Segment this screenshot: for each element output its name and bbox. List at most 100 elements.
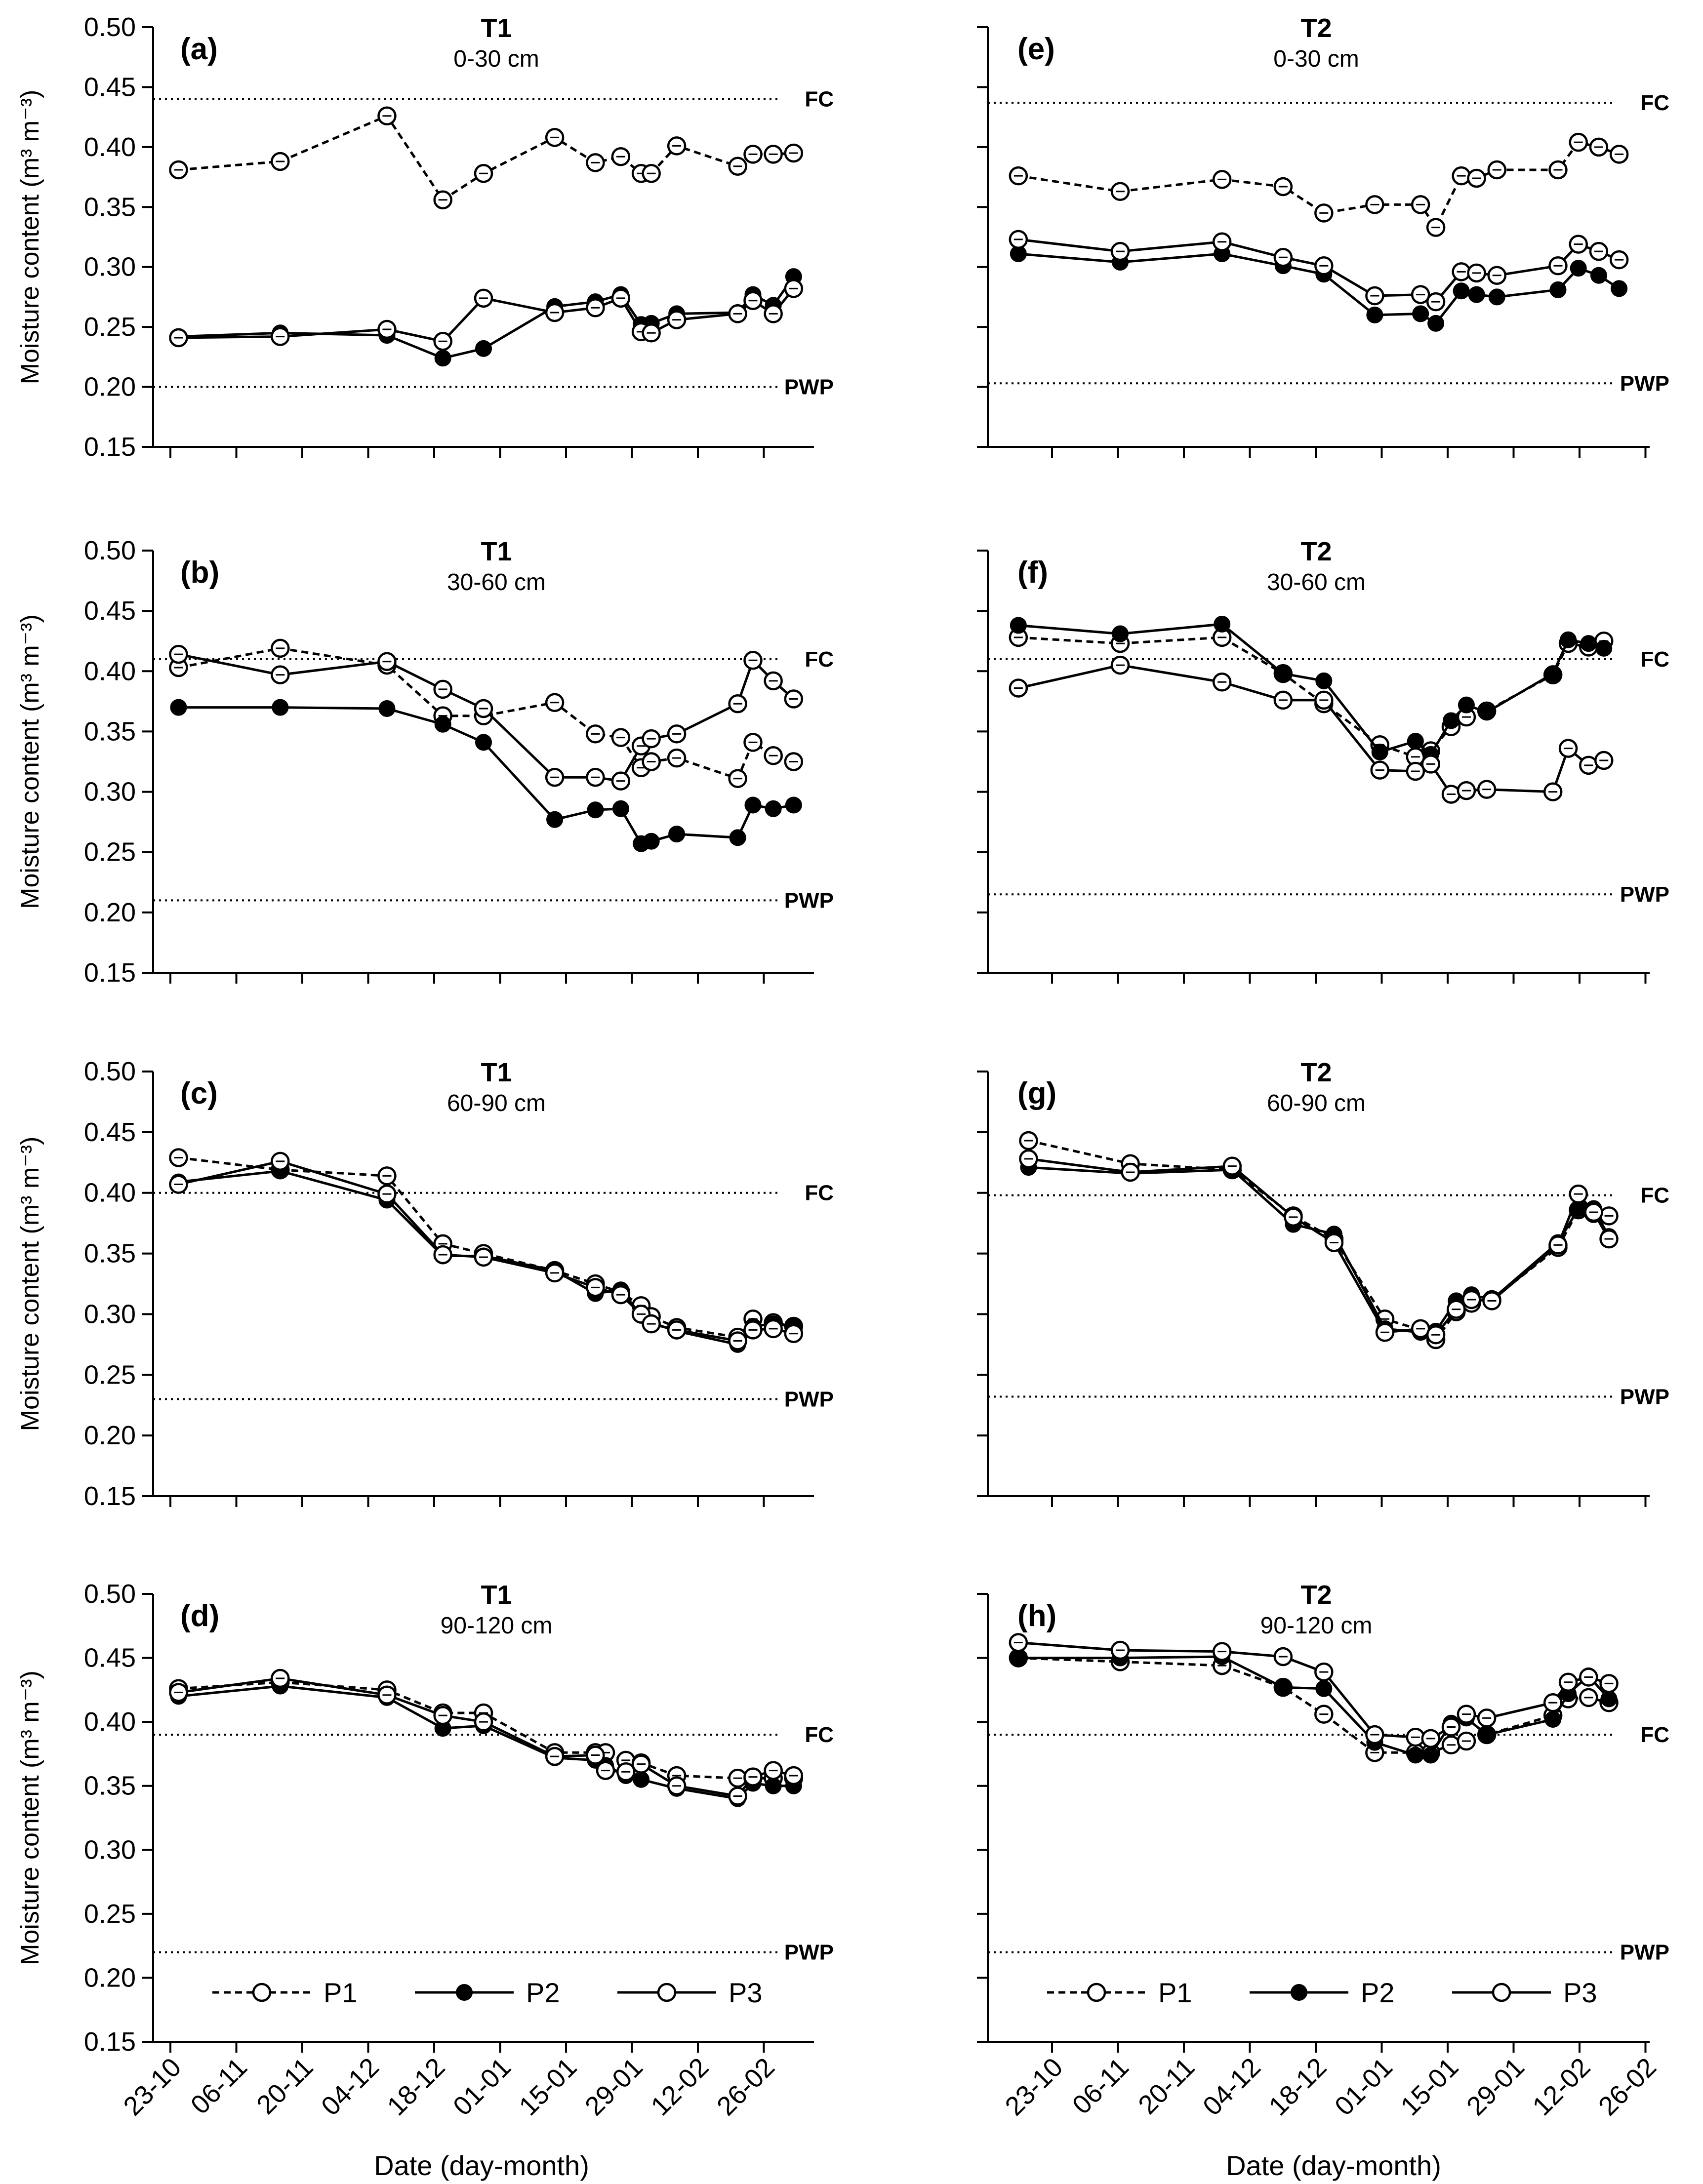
point-p2: [434, 350, 451, 367]
legend-label-p3: P3: [1563, 1977, 1597, 2008]
point-p2: [1570, 260, 1587, 277]
point-p2: [1458, 696, 1475, 714]
fc-label: FC: [1640, 647, 1669, 672]
point-p2: [643, 833, 660, 850]
y-tick-label: 0.45: [84, 1117, 136, 1147]
point-p2: [1478, 1726, 1496, 1744]
panel-g: FC PWP (g) T2 60-90 cm: [977, 1058, 1669, 1507]
point-p2: [785, 796, 802, 814]
panel-f: FC PWP (f) T2 30-60 cm: [977, 537, 1669, 984]
y-tick-label: 0.35: [84, 716, 136, 746]
point-p2: [1274, 665, 1292, 682]
pwp-label: PWP: [784, 888, 834, 913]
point-p2: [170, 699, 187, 716]
point-p2: [1010, 1649, 1027, 1667]
point-p2: [1600, 1690, 1618, 1707]
point-p2: [1274, 1679, 1292, 1696]
y-tick-label: 0.35: [84, 192, 136, 222]
point-p2: [729, 829, 746, 846]
fc-label: FC: [1640, 91, 1669, 115]
y-tick-label: 0.40: [84, 132, 136, 162]
panel-title: T2: [1300, 13, 1332, 43]
point-p2: [1315, 1680, 1333, 1697]
fc-label: FC: [1640, 1723, 1669, 1747]
pwp-label: PWP: [1620, 1941, 1669, 1965]
y-tick-label: 0.40: [84, 656, 136, 686]
panel-title: T2: [1300, 1580, 1332, 1610]
panel-subtitle: 0-30 cm: [453, 46, 539, 72]
y-tick-label: 0.20: [84, 1963, 136, 1992]
y-tick-label: 0.25: [84, 312, 136, 342]
point-p2: [378, 700, 396, 717]
legend-label-p2: P2: [1361, 1977, 1395, 2008]
panel-label: (g): [1017, 1076, 1056, 1111]
point-p2: [1112, 625, 1129, 642]
panel-subtitle: 90-120 cm: [441, 1613, 553, 1639]
panel-subtitle: 30-60 cm: [447, 569, 546, 596]
y-axis-label: Moisture content (m³ m⁻³): [16, 90, 44, 385]
legend-marker-p1: [1087, 1983, 1106, 2002]
y-tick-label: 0.30: [84, 777, 136, 807]
panel-subtitle: 60-90 cm: [1267, 1090, 1366, 1116]
legend-label-p2: P2: [526, 1977, 560, 2008]
point-p2: [475, 340, 492, 357]
y-tick-label: 0.15: [84, 432, 136, 462]
fc-label: FC: [1640, 1184, 1669, 1208]
y-tick-label: 0.25: [84, 837, 136, 867]
point-p2: [1595, 639, 1613, 657]
pwp-label: PWP: [784, 1387, 834, 1411]
legend-label-p1: P1: [1158, 1977, 1192, 2008]
point-p2: [1488, 288, 1505, 306]
point-p2: [1422, 1747, 1439, 1764]
panel-subtitle: 30-60 cm: [1267, 569, 1366, 596]
y-axis-label: Moisture content (m³ m⁻³): [16, 1670, 44, 1965]
panel-c: 0.15 0.20 0.25 0.30 0.35 0.40 0.45 0.50 FC PWP (c)…: [16, 1057, 834, 1511]
point-p2: [1544, 1710, 1562, 1728]
x-axis-label-right: Date (day-month): [1226, 2150, 1441, 2181]
y-tick-label: 0.45: [84, 72, 136, 102]
y-tick-label: 0.35: [84, 1771, 136, 1801]
y-tick-label: 0.35: [84, 1239, 136, 1269]
y-tick-label: 0.30: [84, 252, 136, 282]
point-p2: [1010, 617, 1027, 634]
point-p2: [765, 1777, 782, 1794]
legend-marker-p2: [456, 1984, 473, 2001]
y-tick-label: 0.25: [84, 1360, 136, 1390]
panel-label: (c): [180, 1076, 218, 1111]
pwp-label: PWP: [1620, 882, 1669, 907]
panel-title: T1: [481, 13, 512, 43]
legend-marker-p2: [1291, 1984, 1307, 2001]
legend-label-p1: P1: [324, 1977, 358, 2008]
series-line-p1: [178, 647, 794, 780]
point-p2: [1453, 282, 1470, 300]
y-tick-label: 0.50: [84, 12, 136, 42]
fc-label: FC: [805, 1181, 834, 1205]
panel-b: 0.15 0.20 0.25 0.30 0.35 0.40 0.45 0.50 FC PWP (b)…: [16, 536, 834, 988]
point-p2: [1214, 616, 1231, 633]
legend-marker-p3: [1492, 1983, 1511, 2002]
panel-title: T1: [481, 1058, 512, 1087]
point-p2: [633, 1771, 650, 1788]
y-tick-label: 0.30: [84, 1835, 136, 1865]
legend-marker-p1: [252, 1983, 272, 2002]
fc-label: FC: [805, 1723, 834, 1747]
point-p2: [765, 800, 782, 817]
point-p2: [1407, 1747, 1424, 1764]
panel-title: T2: [1300, 1058, 1332, 1087]
point-p2: [1611, 280, 1628, 297]
panel-title: T2: [1300, 537, 1332, 566]
pwp-label: PWP: [784, 1941, 834, 1965]
y-tick-label: 0.40: [84, 1178, 136, 1208]
y-tick-label: 0.50: [84, 1057, 136, 1086]
panel-label: (f): [1017, 556, 1048, 590]
panel-label: (a): [180, 32, 218, 66]
point-p2: [668, 826, 686, 843]
y-tick-label: 0.15: [84, 2027, 136, 2057]
point-p2: [1427, 315, 1445, 332]
point-p2: [1478, 704, 1496, 721]
y-tick-label: 0.50: [84, 1579, 136, 1609]
fc-label: FC: [805, 87, 834, 112]
pwp-label: PWP: [1620, 1385, 1669, 1409]
y-tick-label: 0.20: [84, 1421, 136, 1450]
